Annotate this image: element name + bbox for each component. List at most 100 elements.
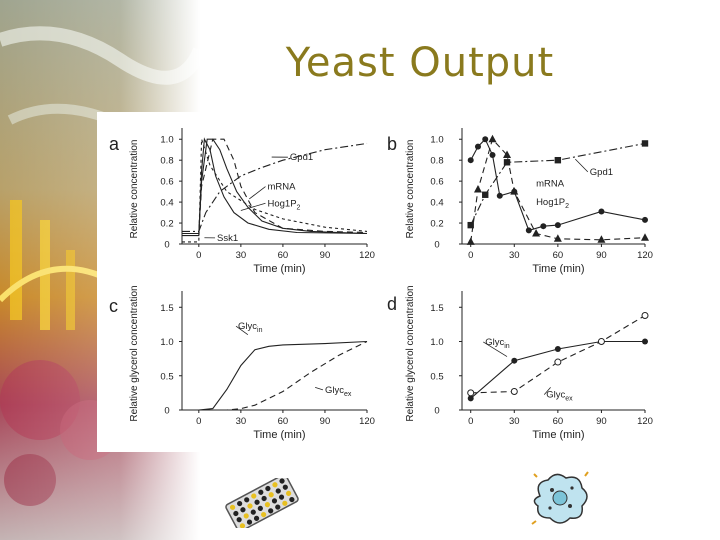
annotation-leader	[543, 387, 551, 395]
plate-well	[246, 519, 253, 525]
y-axis-label: Relative concentration	[129, 140, 140, 239]
data-point	[553, 234, 562, 242]
x-tick-label: 60	[553, 250, 564, 261]
x-tick-label: 0	[468, 416, 473, 427]
x-axis-label: Time (min)	[532, 429, 584, 441]
panel-c: c 0 0.5 1.0 1.5 0 30 60 90 120 Time (min) Relative …	[109, 285, 375, 441]
y-tick-label: 1.0	[160, 337, 173, 348]
series-annotation: Glycin	[238, 321, 263, 334]
x-tick-label: 30	[236, 250, 247, 261]
annotation-leader	[575, 158, 589, 173]
series-line	[182, 340, 368, 411]
x-tick-label: 30	[236, 416, 247, 427]
x-tick-label: 0	[196, 250, 201, 261]
x-tick-label: 30	[509, 416, 520, 427]
y-tick-label: 0.4	[430, 198, 443, 209]
data-point	[642, 338, 648, 345]
series-annotation: Gpd1	[290, 152, 313, 163]
data-point	[473, 185, 482, 193]
x-axis-label: Time (min)	[253, 429, 305, 441]
panel-letter: c	[109, 296, 118, 316]
y-tick-label: 0.6	[160, 177, 173, 188]
data-point	[467, 157, 474, 164]
plate-well	[236, 517, 242, 523]
series-line	[470, 315, 646, 394]
panel-letter: b	[387, 134, 397, 154]
plate-well	[278, 494, 285, 500]
plate-well	[261, 495, 267, 502]
data-point	[467, 395, 474, 402]
data-point	[489, 151, 496, 158]
microbe-icon	[531, 471, 589, 525]
y-tick-label: 0.6	[430, 177, 443, 188]
data-point	[482, 136, 489, 143]
data-point	[466, 237, 475, 245]
series-annotation: Ssk1	[217, 233, 238, 244]
annotation-leader	[235, 325, 249, 335]
plate-well	[268, 508, 274, 514]
y-tick-label: 0	[164, 406, 169, 417]
plate-well	[251, 493, 257, 499]
data-point	[511, 357, 518, 364]
plate-well	[261, 511, 267, 518]
series-annotation: Hog1P2	[536, 197, 569, 210]
plate-well	[239, 523, 246, 528]
series-line	[182, 138, 368, 235]
series-annotation: Hog1P2	[267, 198, 300, 211]
microplate-icon	[225, 478, 299, 528]
x-tick-label: 30	[509, 250, 520, 261]
plate-well	[250, 509, 256, 515]
y-tick-label: 1.0	[430, 337, 443, 348]
x-tick-label: 90	[596, 416, 607, 427]
y-tick-label: 0.2	[430, 219, 443, 230]
x-tick-label: 120	[359, 416, 375, 427]
y-tick-label: 0	[164, 240, 169, 251]
y-tick-label: 0.8	[430, 156, 443, 167]
plate-well	[233, 510, 239, 517]
data-point	[598, 208, 605, 215]
panel-letter: d	[387, 294, 397, 314]
series-line	[470, 142, 646, 226]
data-point	[474, 143, 481, 150]
series-annotation: Gpd1	[590, 167, 613, 178]
data-point	[597, 338, 605, 346]
data-point	[641, 233, 649, 241]
data-point	[641, 140, 649, 147]
x-tick-label: 60	[278, 250, 289, 261]
series-annotation: Glycex	[325, 385, 352, 398]
plate-well	[237, 500, 243, 507]
x-axis-label: Time (min)	[253, 263, 305, 275]
data-point	[554, 358, 562, 366]
data-point	[642, 216, 648, 223]
x-tick-label: 120	[637, 250, 653, 261]
plate-well	[264, 502, 271, 508]
data-point	[641, 311, 649, 319]
data-point	[540, 223, 547, 230]
series-annotation: Glycex	[546, 390, 573, 403]
slide-title: Yeast Output	[285, 40, 555, 86]
y-tick-label: 1.5	[430, 303, 443, 314]
plate-well	[282, 484, 288, 490]
plate-well	[268, 492, 274, 498]
data-point	[467, 389, 475, 397]
panel-b: b 0 0.2 0.4 0.6 0.8 1.0 0 30 60 90 120 Time (min) Rel…	[387, 128, 653, 275]
plate-well	[253, 515, 260, 521]
data-point	[488, 134, 497, 143]
data-point	[510, 388, 518, 396]
data-point	[532, 229, 541, 237]
y-axis-label: Relative glycerol concentration	[405, 285, 416, 421]
x-tick-label: 90	[596, 250, 607, 261]
annotation-leader	[315, 387, 324, 391]
annotation-leader	[240, 202, 266, 211]
data-point	[554, 222, 561, 229]
plate-well	[240, 507, 246, 513]
data-point	[482, 191, 489, 198]
data-point	[597, 235, 606, 243]
y-tick-label: 1.5	[160, 303, 173, 314]
plate-well	[272, 482, 278, 488]
data-point	[510, 187, 519, 195]
series-annotation: mRNA	[267, 182, 296, 193]
y-tick-label: 0	[434, 406, 439, 417]
panel-a: a 0 0.2 0.4 0.6 0.8 1.0 0 30 60 90 120 Time (min) Rel…	[109, 128, 375, 275]
data-point	[554, 346, 561, 353]
